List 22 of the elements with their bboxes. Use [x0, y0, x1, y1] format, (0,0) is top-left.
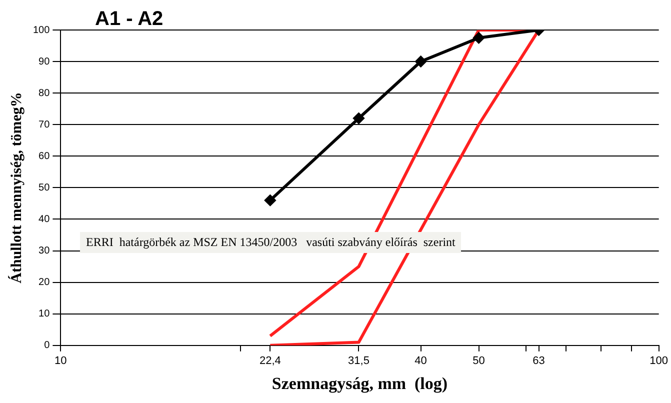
y-tick-label: 60 — [38, 150, 50, 162]
x-tick-label: 31,5 — [348, 355, 370, 368]
x-tick-label: 100 — [650, 355, 668, 368]
y-tick-label: 90 — [38, 56, 50, 68]
y-tick-label: 20 — [38, 277, 50, 288]
chart-title: A1 - A2 — [95, 8, 164, 31]
x-axis-title: Szemnagyság, mm (log) — [272, 374, 448, 394]
y-tick-label: 30 — [38, 246, 50, 257]
y-tick-label: 10 — [38, 308, 50, 320]
x-tick-label: 50 — [472, 355, 485, 368]
y-axis-title: Áthullott mennyiség, tömeg% — [8, 92, 25, 284]
y-tick-label: 80 — [38, 88, 50, 99]
y-tick-label: 40 — [38, 214, 50, 225]
y-tick-label: 50 — [38, 182, 50, 194]
x-tick-label: 40 — [414, 355, 427, 368]
annotation: ERRI határgörbék az MSZ EN 13450/2003 vasúti szabvány előírás szerint — [80, 232, 462, 253]
x-tick-label: 22,4 — [259, 355, 281, 368]
x-tick-label: 10 — [54, 355, 67, 368]
x-tick-label: 63 — [532, 355, 545, 368]
y-tick-label: 70 — [38, 119, 50, 130]
y-tick-label: 100 — [32, 24, 50, 36]
y-tick-label: 0 — [44, 340, 50, 352]
